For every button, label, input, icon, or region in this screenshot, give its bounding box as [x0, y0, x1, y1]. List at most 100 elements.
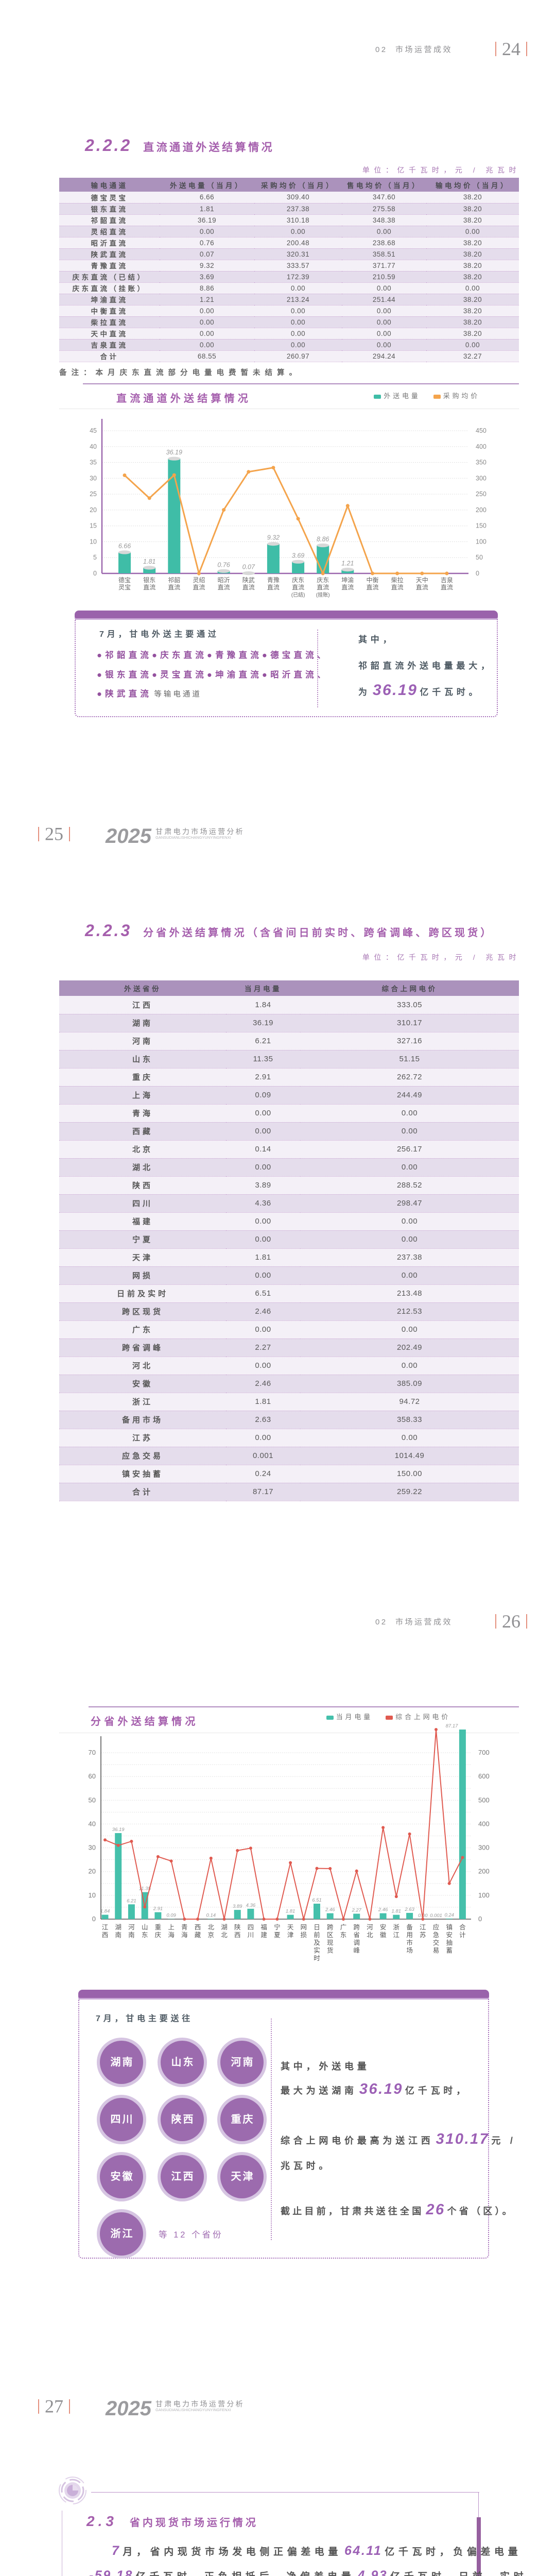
svg-text:青豫: 青豫 [267, 577, 280, 584]
svg-text:45: 45 [90, 427, 97, 434]
svg-text:天中: 天中 [416, 576, 428, 584]
svg-text:前: 前 [314, 1931, 320, 1939]
svg-text:市: 市 [406, 1939, 413, 1946]
svg-text:0.14: 0.14 [206, 1912, 216, 1918]
svg-text:建: 建 [260, 1931, 267, 1939]
svg-text:70: 70 [89, 1749, 96, 1756]
svg-text:德宝: 德宝 [118, 576, 131, 584]
svg-text:(已结): (已结) [291, 591, 305, 598]
svg-text:河: 河 [128, 1924, 135, 1931]
svg-text:400: 400 [478, 1820, 490, 1827]
svg-text:直流: 直流 [193, 584, 205, 591]
svg-text:直流: 直流 [366, 584, 378, 591]
svg-text:直流: 直流 [391, 584, 404, 591]
svg-text:陕武: 陕武 [242, 576, 255, 584]
svg-text:直流: 直流 [218, 584, 230, 591]
svg-text:吉泉: 吉泉 [441, 577, 453, 584]
svg-text:宁: 宁 [274, 1923, 281, 1931]
svg-text:庆东: 庆东 [292, 577, 304, 584]
svg-text:浙: 浙 [393, 1923, 400, 1931]
svg-text:30: 30 [89, 1844, 96, 1852]
svg-text:直流: 直流 [292, 584, 304, 591]
svg-text:500: 500 [478, 1796, 490, 1804]
svg-text:直流: 直流 [317, 584, 329, 591]
svg-text:应: 应 [433, 1923, 440, 1931]
svg-text:直流: 直流 [416, 584, 428, 591]
svg-text:直流: 直流 [143, 584, 155, 591]
svg-text:0.09: 0.09 [166, 1913, 176, 1919]
svg-text:3.69: 3.69 [292, 552, 304, 559]
svg-text:柴拉: 柴拉 [391, 576, 404, 584]
svg-text:100: 100 [476, 538, 486, 545]
svg-text:跨: 跨 [353, 1924, 360, 1931]
svg-text:蓄: 蓄 [446, 1947, 453, 1954]
svg-text:东: 东 [340, 1931, 347, 1939]
svg-text:福: 福 [260, 1923, 267, 1931]
svg-text:交: 交 [433, 1939, 440, 1946]
svg-text:10: 10 [90, 538, 97, 545]
svg-text:35: 35 [90, 459, 97, 466]
svg-text:0: 0 [93, 570, 97, 577]
svg-text:调: 调 [353, 1939, 360, 1946]
svg-text:6.51: 6.51 [312, 1897, 322, 1903]
svg-text:日: 日 [314, 1924, 320, 1931]
svg-text:海: 海 [168, 1931, 175, 1939]
svg-text:2.46: 2.46 [325, 1907, 335, 1913]
svg-text:25: 25 [90, 490, 97, 498]
svg-text:60: 60 [89, 1772, 96, 1780]
svg-text:庆: 庆 [155, 1931, 162, 1939]
svg-text:250: 250 [476, 490, 486, 498]
svg-text:9.32: 9.32 [267, 534, 280, 541]
svg-text:1.81: 1.81 [392, 1909, 402, 1914]
svg-text:直流: 直流 [168, 584, 180, 591]
svg-text:坤渝: 坤渝 [341, 576, 354, 584]
svg-text:江: 江 [393, 1931, 400, 1939]
svg-text:合: 合 [459, 1923, 466, 1931]
svg-text:0.001: 0.001 [430, 1913, 442, 1919]
svg-text:天: 天 [287, 1924, 294, 1931]
svg-text:400: 400 [476, 443, 486, 450]
svg-text:0: 0 [476, 570, 479, 577]
svg-text:3.89: 3.89 [233, 1904, 242, 1909]
svg-text:海: 海 [181, 1931, 188, 1939]
svg-text:87.17: 87.17 [446, 1723, 458, 1729]
svg-text:备: 备 [406, 1924, 413, 1931]
svg-text:2.27: 2.27 [351, 1908, 361, 1913]
svg-text:6.21: 6.21 [127, 1898, 136, 1904]
svg-text:西: 西 [234, 1931, 241, 1939]
svg-text:抽: 抽 [446, 1939, 453, 1946]
svg-text:2.63: 2.63 [404, 1907, 414, 1912]
svg-text:灵宝: 灵宝 [118, 584, 131, 591]
svg-text:50: 50 [476, 554, 483, 561]
svg-text:南: 南 [115, 1931, 121, 1939]
svg-text:昭沂: 昭沂 [218, 577, 230, 584]
svg-text:南: 南 [128, 1931, 135, 1939]
svg-text:川: 川 [248, 1931, 254, 1939]
svg-text:重: 重 [155, 1923, 162, 1931]
svg-text:40: 40 [89, 1820, 96, 1827]
svg-text:36.19: 36.19 [166, 449, 182, 456]
svg-text:600: 600 [478, 1772, 490, 1780]
svg-text:700: 700 [478, 1749, 490, 1756]
svg-text:用: 用 [406, 1931, 413, 1939]
svg-text:20: 20 [89, 1868, 96, 1875]
svg-text:200: 200 [476, 506, 486, 514]
svg-text:36.19: 36.19 [112, 1827, 125, 1833]
svg-text:货: 货 [327, 1946, 334, 1954]
svg-text:0: 0 [92, 1915, 96, 1923]
svg-text:中衡: 中衡 [366, 576, 378, 584]
svg-text:场: 场 [406, 1947, 413, 1954]
svg-text:安: 安 [446, 1931, 453, 1939]
svg-text:青: 青 [181, 1924, 188, 1931]
svg-text:10: 10 [89, 1891, 96, 1899]
svg-text:西: 西 [102, 1931, 109, 1939]
svg-text:祁韶: 祁韶 [168, 576, 180, 584]
svg-text:徽: 徽 [380, 1931, 387, 1939]
svg-text:2.91: 2.91 [153, 1906, 163, 1912]
svg-text:1.84: 1.84 [100, 1909, 110, 1914]
svg-text:上: 上 [168, 1924, 175, 1931]
svg-text:100: 100 [478, 1891, 490, 1899]
svg-text:津: 津 [287, 1931, 294, 1939]
svg-text:损: 损 [301, 1931, 307, 1939]
svg-text:北: 北 [221, 1931, 228, 1939]
